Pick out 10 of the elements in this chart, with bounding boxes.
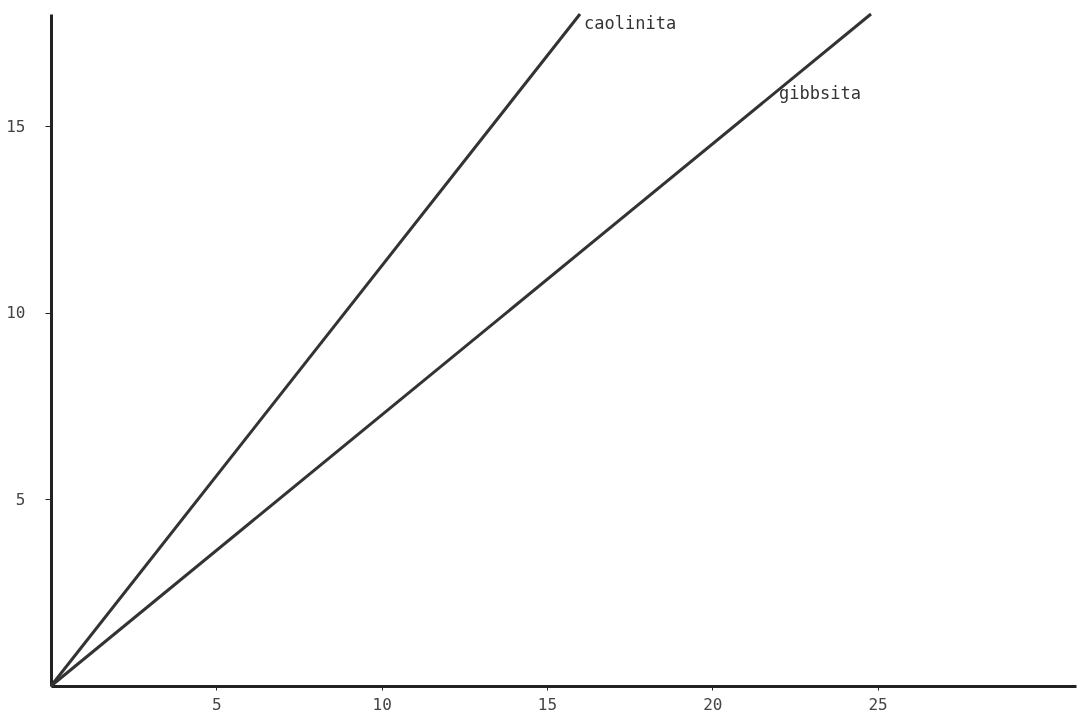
x-tick-label: 5 (212, 694, 222, 714)
x-tick-label: 20 (703, 694, 723, 714)
y-tick-label: 10 (6, 303, 26, 323)
series-label: gibbsita (779, 83, 861, 103)
series-label: caolinita (584, 13, 677, 33)
x-tick-label: 25 (868, 694, 888, 714)
x-tick-label: 15 (537, 694, 558, 714)
x-tick-label: 10 (372, 694, 392, 714)
y-tick-label: 15 (6, 116, 26, 136)
y-tick-label: 5 (15, 489, 26, 509)
